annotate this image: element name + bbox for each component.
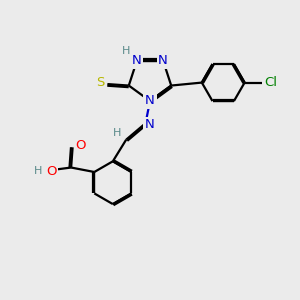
- Text: N: N: [145, 94, 155, 107]
- Text: Cl: Cl: [264, 76, 277, 89]
- Text: N: N: [132, 54, 142, 67]
- Text: N: N: [145, 118, 155, 131]
- Text: N: N: [158, 54, 168, 67]
- Text: H: H: [122, 46, 131, 56]
- Text: S: S: [96, 76, 104, 89]
- Text: H: H: [34, 167, 43, 176]
- Text: H: H: [112, 128, 121, 138]
- Text: O: O: [76, 139, 86, 152]
- Text: O: O: [46, 165, 56, 178]
